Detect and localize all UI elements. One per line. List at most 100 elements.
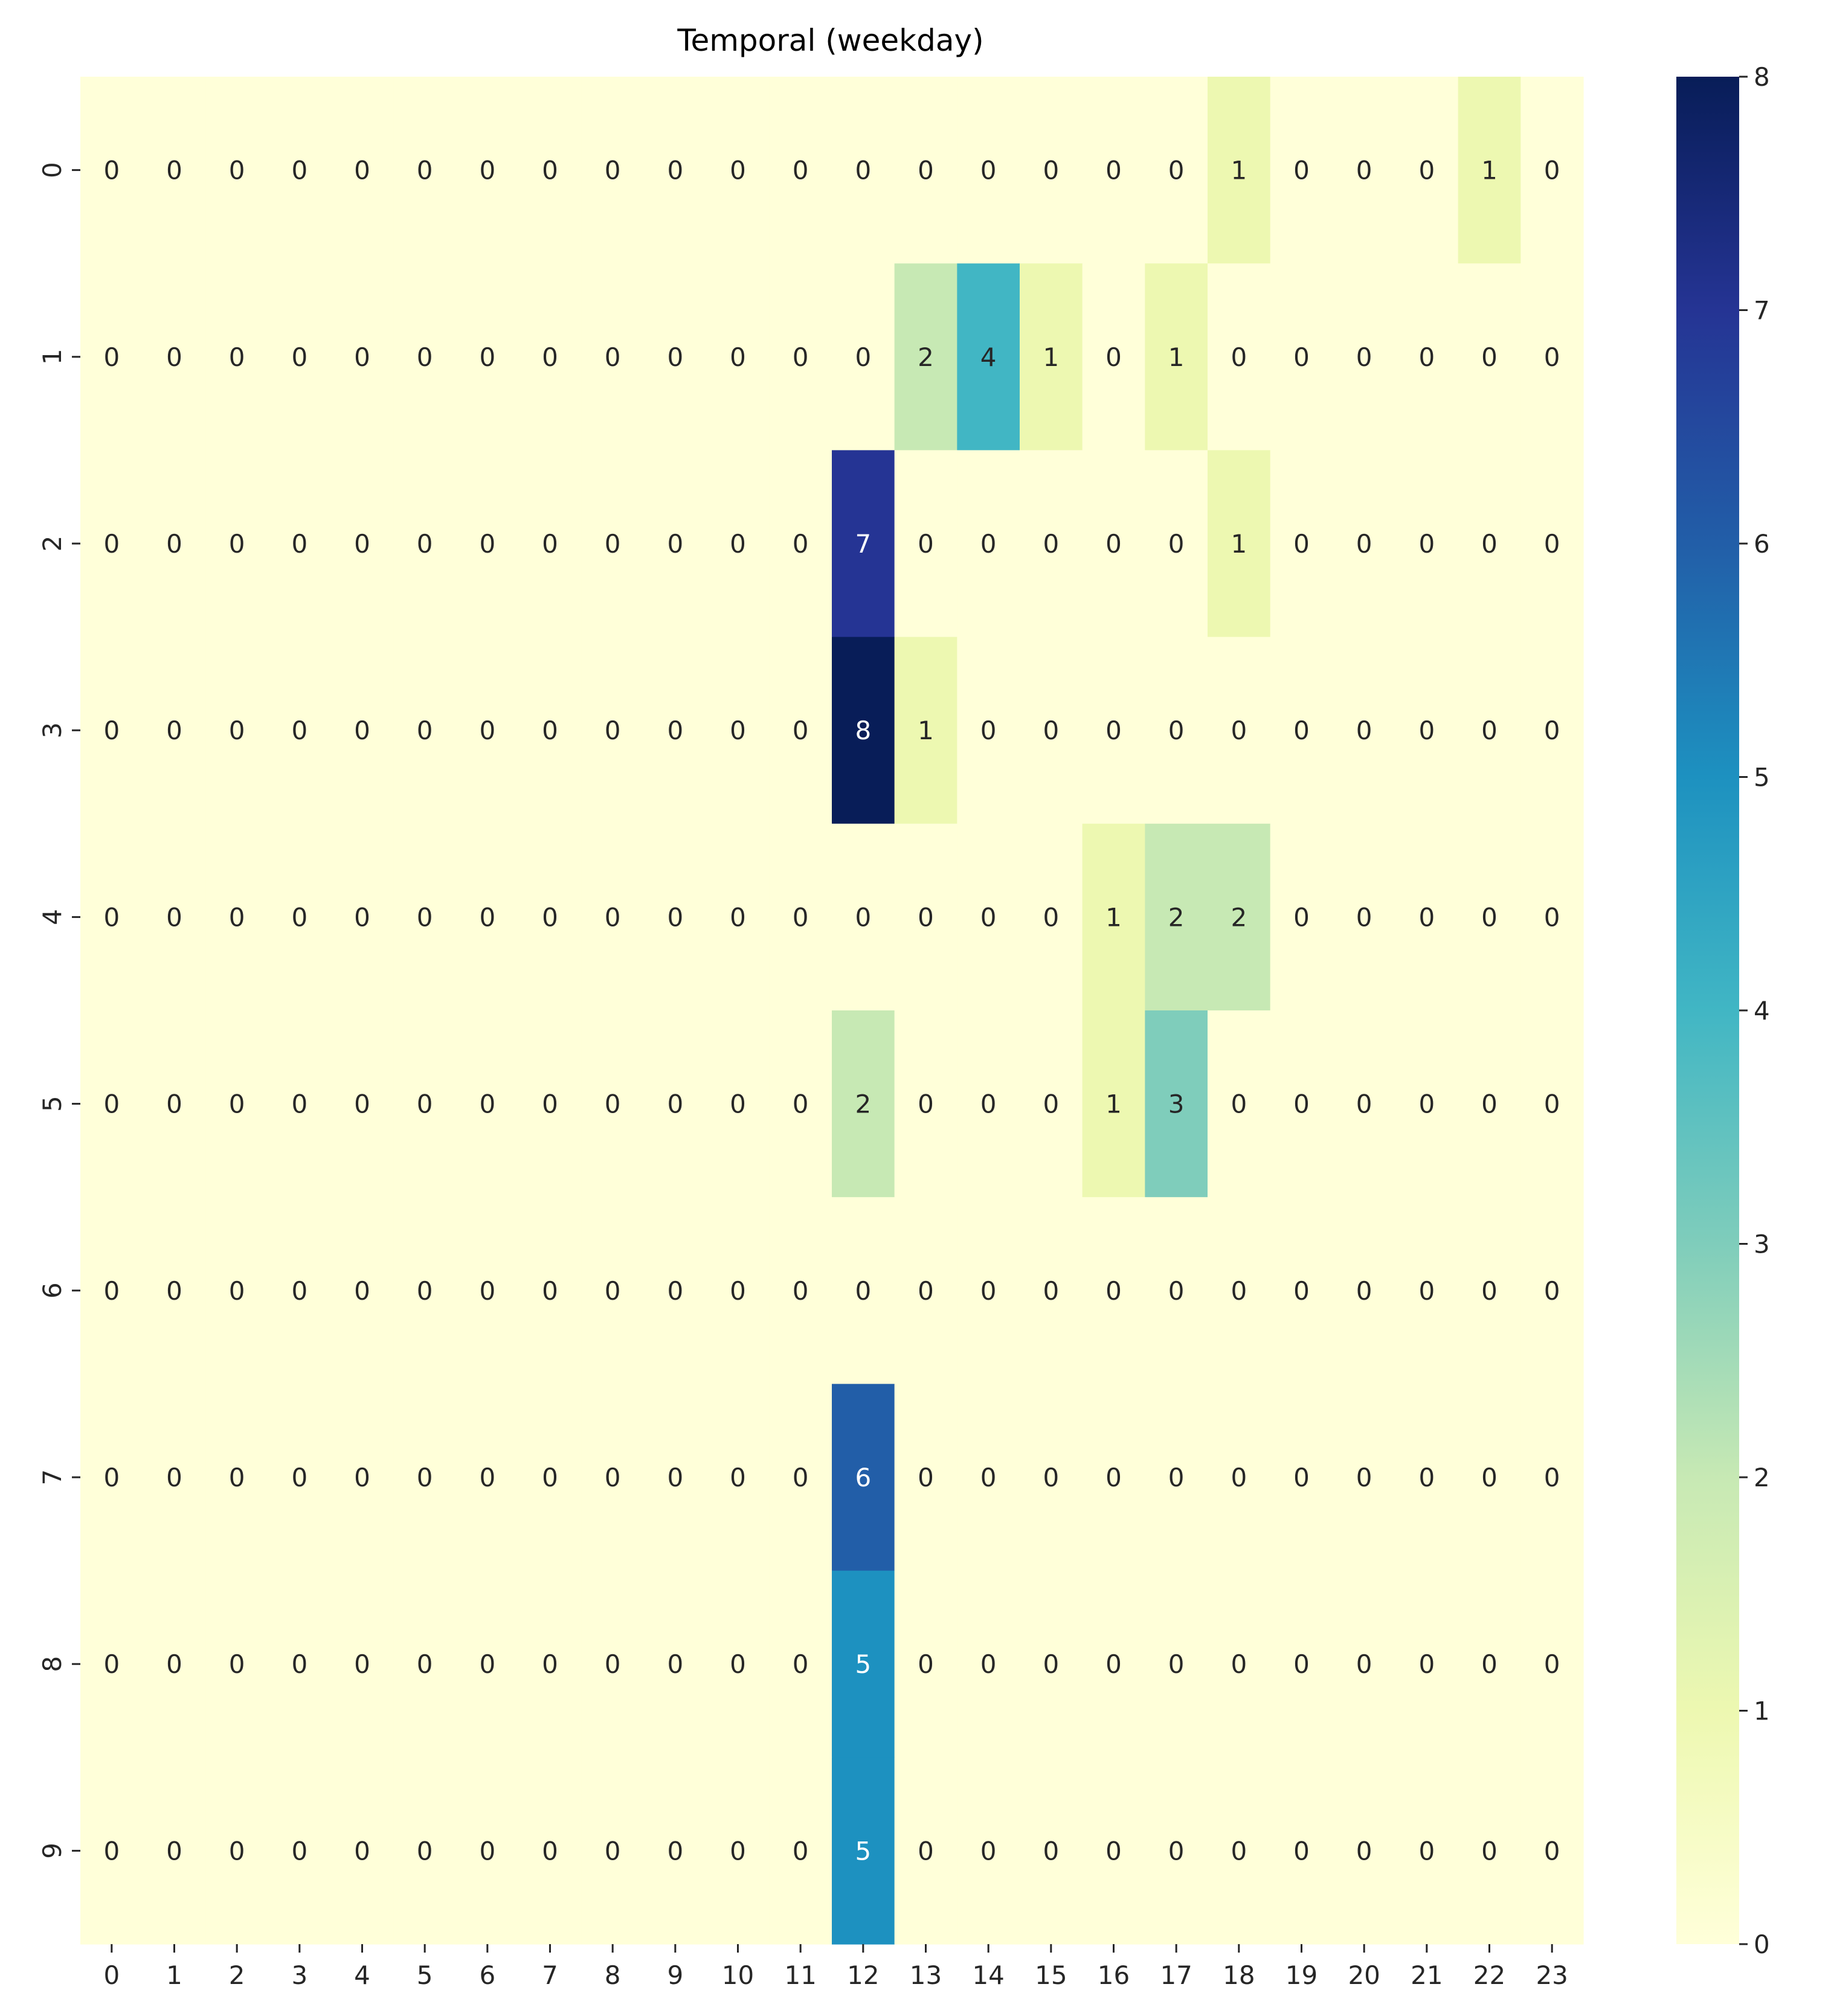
heatmap-cell bbox=[268, 1757, 332, 1945]
cell-annotations: 0 0 0 0 0 0 0 0 0 0 0 0 0 0 0 0 0 0 1 0 0 0 1 0 0 0 0 0 0 0 0 0 0 0 0 0 0 2 4 1… bbox=[103, 156, 1560, 1866]
heatmap-cell bbox=[268, 263, 332, 451]
heatmap-cell bbox=[456, 823, 520, 1011]
heatmap-cell bbox=[581, 1010, 645, 1198]
cell-value: 0 bbox=[1544, 902, 1560, 932]
cell-value: 0 bbox=[1168, 1463, 1185, 1492]
heatmap-cell bbox=[1458, 1197, 1521, 1384]
heatmap-cell bbox=[1395, 1010, 1459, 1198]
cell-value: 0 bbox=[667, 1276, 683, 1306]
heatmap-cell bbox=[832, 1570, 895, 1758]
cell-value: 0 bbox=[166, 1649, 182, 1679]
cell-value: 0 bbox=[479, 1463, 495, 1492]
cell-value: 0 bbox=[103, 716, 120, 745]
cell-value: 0 bbox=[417, 902, 433, 932]
colorbar-tick-label: 2 bbox=[1754, 1463, 1770, 1492]
heatmap-cell bbox=[1208, 450, 1271, 638]
heatmap-cell bbox=[957, 637, 1020, 824]
cell-value: 0 bbox=[918, 1276, 934, 1306]
cell-value: 0 bbox=[793, 1649, 809, 1679]
cell-value: 0 bbox=[1293, 1463, 1310, 1492]
colorbar-tick-label: 7 bbox=[1754, 296, 1770, 326]
heatmap-cell bbox=[456, 1757, 520, 1945]
cell-value: 0 bbox=[479, 342, 495, 372]
heatmap-cell bbox=[1395, 263, 1459, 451]
cell-value: 0 bbox=[918, 1463, 934, 1492]
heatmap-cell bbox=[205, 1197, 269, 1384]
cell-value: 0 bbox=[667, 1463, 683, 1492]
x-tick-label: 17 bbox=[1160, 1960, 1192, 1990]
cell-value: 0 bbox=[1356, 1276, 1372, 1306]
cell-value: 0 bbox=[730, 902, 746, 932]
cell-value: 0 bbox=[1481, 529, 1498, 559]
heatmap-cell bbox=[393, 1197, 457, 1384]
heatmap-cell bbox=[1208, 1570, 1271, 1758]
cell-value: 1 bbox=[1043, 342, 1059, 372]
cell-value: 0 bbox=[793, 1090, 809, 1119]
heatmap-cell bbox=[518, 1384, 582, 1571]
cell-value: 0 bbox=[354, 342, 370, 372]
heatmap-cell bbox=[1208, 823, 1271, 1011]
heatmap-cell bbox=[268, 450, 332, 638]
cell-value: 0 bbox=[417, 529, 433, 559]
cell-value: 1 bbox=[1105, 902, 1122, 932]
cell-value: 0 bbox=[291, 1836, 307, 1866]
heatmap-cell bbox=[1270, 1384, 1333, 1571]
cell-value: 0 bbox=[793, 156, 809, 185]
heatmap-cell bbox=[832, 450, 895, 638]
cell-value: 0 bbox=[417, 1090, 433, 1119]
heatmap-cell bbox=[80, 1757, 144, 1945]
heatmap-cell bbox=[769, 637, 832, 824]
heatmap-cell bbox=[581, 1384, 645, 1571]
x-tick-label: 10 bbox=[722, 1960, 754, 1990]
cell-value: 0 bbox=[1293, 716, 1310, 745]
cell-value: 0 bbox=[103, 529, 120, 559]
heatmap-cell bbox=[581, 77, 645, 264]
cell-value: 0 bbox=[1356, 1463, 1372, 1492]
heatmap-cell bbox=[1270, 637, 1333, 824]
cell-value: 0 bbox=[1356, 716, 1372, 745]
heatmap-cell bbox=[393, 1384, 457, 1571]
cell-value: 0 bbox=[1356, 1649, 1372, 1679]
cell-value: 0 bbox=[605, 716, 621, 745]
cell-value: 1 bbox=[1105, 1090, 1122, 1119]
cell-value: 0 bbox=[1293, 1836, 1310, 1866]
cell-value: 0 bbox=[605, 1463, 621, 1492]
cell-value: 0 bbox=[542, 529, 558, 559]
heatmap-cell bbox=[581, 1197, 645, 1384]
heatmap-cell bbox=[769, 1757, 832, 1945]
heatmap-cell bbox=[706, 637, 770, 824]
cell-value: 0 bbox=[667, 342, 683, 372]
heatmap-cell bbox=[205, 1757, 269, 1945]
heatmap-cell bbox=[832, 1757, 895, 1945]
cell-value: 0 bbox=[1544, 156, 1560, 185]
heatmap-cell bbox=[1082, 1010, 1145, 1198]
cell-value: 0 bbox=[166, 1836, 182, 1866]
cell-value: 0 bbox=[1356, 156, 1372, 185]
cell-value: 0 bbox=[667, 1649, 683, 1679]
cell-value: 0 bbox=[1231, 716, 1247, 745]
cell-value: 0 bbox=[417, 1463, 433, 1492]
heatmap-cell bbox=[957, 263, 1020, 451]
heatmap-cell bbox=[518, 1570, 582, 1758]
cell-value: 0 bbox=[166, 1090, 182, 1119]
heatmap-cell bbox=[1020, 823, 1083, 1011]
heatmap-cell bbox=[80, 1570, 144, 1758]
heatmap-cell bbox=[205, 637, 269, 824]
heatmap-cell bbox=[1270, 1010, 1333, 1198]
cell-value: 0 bbox=[542, 1836, 558, 1866]
cell-value: 0 bbox=[1043, 716, 1059, 745]
cell-value: 0 bbox=[229, 1276, 245, 1306]
heatmap-cell bbox=[330, 450, 394, 638]
cell-value: 0 bbox=[166, 716, 182, 745]
heatmap-cell bbox=[1333, 1010, 1396, 1198]
cell-value: 0 bbox=[1105, 1276, 1122, 1306]
heatmap-cell bbox=[769, 1010, 832, 1198]
cell-value: 2 bbox=[855, 1090, 871, 1119]
heatmap-cell bbox=[1082, 1384, 1145, 1571]
cell-value: 0 bbox=[667, 529, 683, 559]
heatmap-cell bbox=[205, 1010, 269, 1198]
heatmap-cell bbox=[894, 1757, 957, 1945]
heatmap-cell bbox=[894, 450, 957, 638]
heatmap-cell bbox=[1520, 1197, 1584, 1384]
cell-value: 0 bbox=[354, 1649, 370, 1679]
